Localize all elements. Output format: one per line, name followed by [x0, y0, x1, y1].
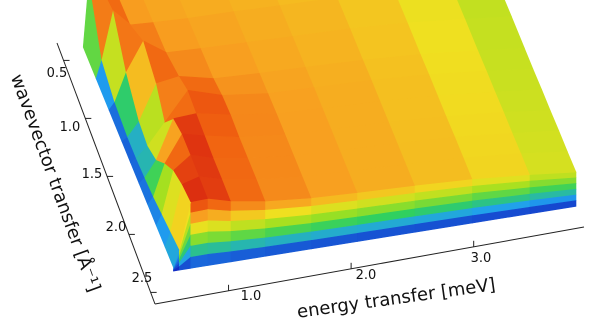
surface-skirt-cell [207, 251, 232, 266]
y-axis-title: wavevector transfer [Å⁻¹] [6, 71, 105, 295]
surface-skirt-cell [230, 200, 266, 212]
surface-cell [463, 153, 531, 180]
x-tick-label: 2.0 [356, 268, 377, 283]
x-tick-label: 3.0 [471, 251, 492, 266]
surface-cell [239, 134, 295, 159]
y-tick-label: 1.0 [60, 120, 81, 135]
y-tick-label: 1.5 [82, 167, 103, 182]
surface-cell [477, 47, 534, 72]
surface-cell [256, 176, 312, 202]
y-axis-line [56, 42, 156, 305]
surface-skirt-cell [207, 220, 232, 233]
y-tick-label: 0.5 [47, 66, 68, 81]
surface-cell [503, 110, 560, 134]
surface-cell [420, 50, 488, 75]
surface-cell [230, 113, 287, 138]
surface-cell [520, 151, 577, 175]
surface-skirt-cell [207, 231, 232, 244]
x-axis-line [154, 226, 585, 305]
surface-cell [446, 111, 514, 138]
surface-skirt-cell [207, 209, 232, 222]
intensity-surface [82, 0, 577, 272]
surface-cell [222, 93, 278, 116]
x-tick-label: 1.0 [241, 289, 262, 304]
surface-cell [486, 68, 543, 93]
surface-skirt-cell [529, 200, 577, 215]
y-tick-label: 2.5 [132, 271, 153, 286]
axis-ticks [63, 59, 475, 293]
surface-cell [247, 155, 304, 180]
surface-cell [429, 70, 497, 96]
surface-cell [495, 89, 551, 113]
y-tick-label: 2.0 [106, 220, 127, 235]
x-axis-title: energy transfer [meV] [296, 274, 497, 323]
surface-cell [512, 130, 568, 154]
